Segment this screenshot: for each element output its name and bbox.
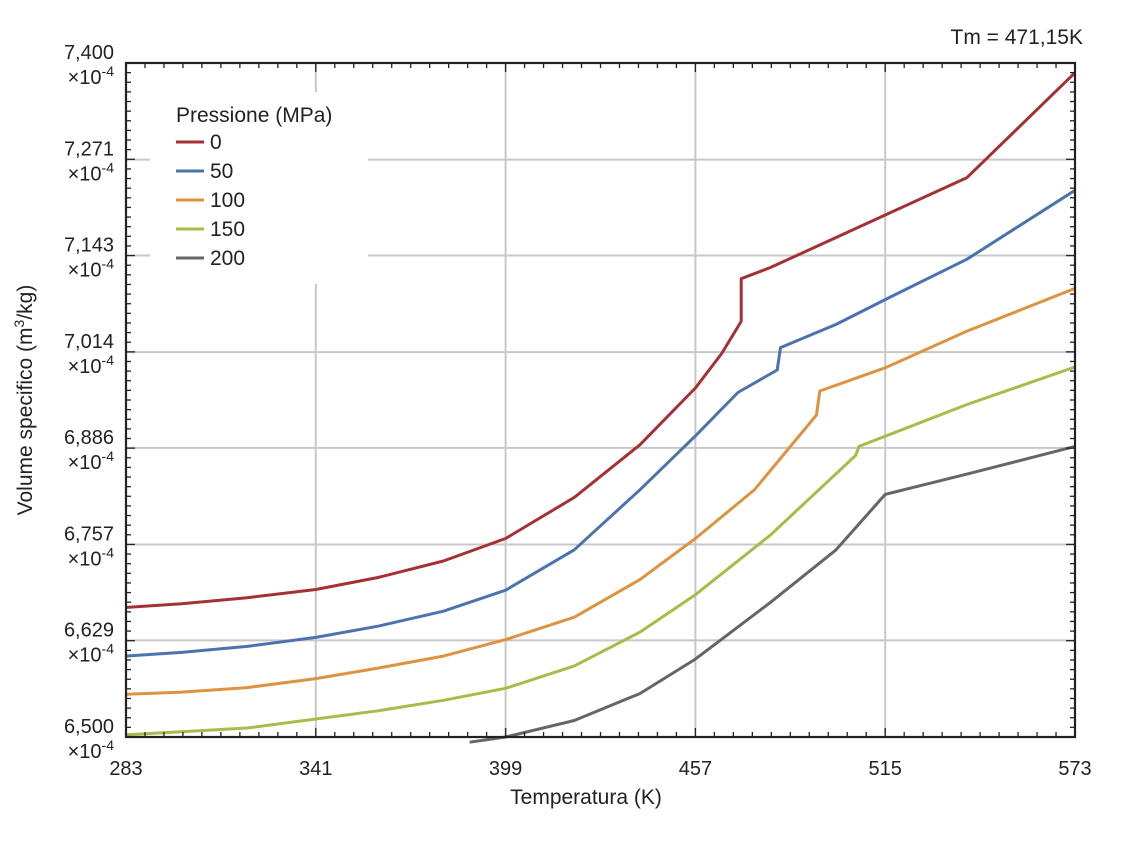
series-line-50 (125, 189, 1076, 658)
x-axis-title: Temperatura (K) (510, 786, 662, 809)
y-tick-label: 7,014 (64, 331, 114, 353)
x-tick-label: 283 (109, 758, 142, 780)
y-axis-title: Volume specifico (m3/kg) (11, 285, 37, 516)
x-tick-label: 457 (679, 758, 712, 780)
y-tick-multiplier: ×10-4 (68, 448, 115, 474)
y-tick-multiplier-exponent: -4 (102, 63, 115, 79)
tick-labels: 283 341 399 457 515 5736,500×10-46,629×10-46,… (64, 42, 1092, 780)
y-axis-title-end: /kg) (14, 285, 37, 320)
y-tick-label: 6,500 (64, 716, 114, 738)
y-tick-multiplier-exponent: -4 (102, 737, 115, 753)
series-line-0 (125, 71, 1077, 609)
y-tick-multiplier-base: ×10 (68, 356, 102, 378)
x-tick-label: 515 (869, 758, 902, 780)
y-tick-multiplier-base: ×10 (68, 164, 102, 186)
y-tick-multiplier-base: ×10 (68, 741, 102, 763)
y-axis-title-main: Volume specifico (m (14, 327, 37, 515)
y-tick-multiplier: ×10-4 (68, 63, 115, 89)
legend-entry-200: 200 (210, 247, 245, 270)
annotation-tm: Tm = 471,15K (951, 26, 1084, 49)
y-tick-label: 7,400 (64, 42, 114, 64)
y-tick-multiplier-exponent: -4 (102, 160, 115, 176)
y-tick-multiplier-base: ×10 (68, 452, 102, 474)
x-tick-label: 573 (1058, 758, 1091, 780)
y-tick-label: 6,757 (64, 524, 114, 546)
y-tick-multiplier: ×10-4 (68, 352, 115, 378)
series-line-200 (469, 444, 1076, 744)
legend: Pressione (MPa) 0 50 100 150 200 (150, 92, 368, 284)
y-tick-multiplier-base: ×10 (68, 549, 102, 571)
series-line-100 (125, 287, 1076, 696)
y-tick-multiplier: ×10-4 (68, 737, 115, 763)
y-tick-multiplier: ×10-4 (68, 160, 115, 186)
y-tick-multiplier: ×10-4 (68, 545, 115, 571)
y-tick-multiplier-base: ×10 (68, 67, 102, 89)
y-tick-label: 6,886 (64, 427, 114, 449)
legend-title: Pressione (MPa) (176, 104, 332, 127)
y-tick-multiplier-base: ×10 (68, 644, 102, 666)
legend-entry-50: 50 (210, 160, 233, 183)
y-tick-multiplier: ×10-4 (68, 640, 115, 666)
series-layer (125, 71, 1077, 744)
x-tick-label: 399 (489, 758, 522, 780)
y-tick-label: 6,629 (64, 619, 114, 641)
y-tick-multiplier-exponent: -4 (102, 352, 115, 368)
y-tick-label: 7,143 (64, 234, 114, 256)
y-tick-multiplier: ×10-4 (68, 255, 115, 281)
legend-entry-0: 0 (210, 131, 222, 154)
axis-ticks (125, 62, 1076, 738)
x-tick-label: 341 (299, 758, 332, 780)
legend-entry-100: 100 (210, 189, 245, 212)
y-tick-multiplier-base: ×10 (68, 259, 102, 281)
y-tick-multiplier-exponent: -4 (102, 255, 115, 271)
y-axis-title-sup: 3 (11, 319, 27, 327)
legend-entry-150: 150 (210, 218, 245, 241)
series-line-150 (125, 365, 1076, 737)
y-tick-multiplier-exponent: -4 (102, 545, 115, 561)
y-tick-multiplier-exponent: -4 (102, 640, 115, 656)
y-tick-multiplier-exponent: -4 (102, 448, 115, 464)
legend-background (150, 92, 368, 284)
y-tick-label: 7,271 (64, 139, 114, 161)
